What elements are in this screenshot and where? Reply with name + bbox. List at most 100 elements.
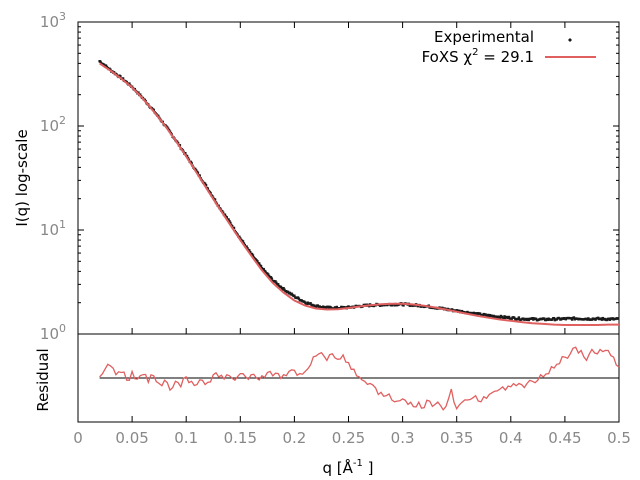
experimental-point: [245, 245, 248, 248]
experimental-point: [572, 316, 576, 319]
experimental-point: [260, 267, 264, 270]
y-tick-base: 10: [40, 13, 59, 31]
legend-foxs-suffix: = 29.1: [478, 48, 534, 66]
legend-foxs-prefix: FoXS χ: [422, 48, 473, 66]
x-tick-label: 0.45: [548, 429, 581, 447]
experimental-point: [552, 316, 556, 320]
foxs-fit-line: [99, 62, 619, 326]
residual-line: [99, 346, 620, 411]
x-tick-label: 0: [73, 429, 83, 447]
experimental-point: [542, 317, 546, 320]
experimental-point: [275, 281, 278, 284]
experimental-point: [206, 187, 210, 190]
y-tick-label: 101: [40, 218, 66, 239]
x-axis-label-tail: ]: [363, 459, 374, 477]
experimental-point: [258, 262, 261, 265]
experimental-point: [104, 64, 108, 67]
experimental-point: [460, 309, 464, 313]
experimental-point: [516, 317, 520, 321]
residual-y-axis-label: Residual: [34, 348, 52, 411]
experimental-point: [213, 198, 217, 201]
experimental-point: [309, 302, 312, 305]
experimental-point: [276, 283, 280, 286]
experimental-point: [280, 286, 283, 290]
residual-plot-series: [99, 346, 620, 411]
experimental-point: [608, 318, 612, 321]
experimental-point: [121, 77, 125, 80]
experimental-point: [184, 151, 187, 155]
experimental-point: [402, 304, 405, 307]
y-tick-exp: 3: [59, 10, 66, 23]
main-plot-series: [98, 60, 620, 326]
experimental-point: [531, 316, 534, 320]
experimental-point: [270, 277, 274, 280]
main-plot-frame: [77, 21, 620, 335]
experimental-point: [225, 216, 228, 219]
experimental-point: [259, 265, 263, 268]
experimental-point: [502, 316, 505, 319]
experimental-point: [450, 308, 454, 311]
experimental-point: [470, 311, 474, 315]
experimental-point: [102, 63, 106, 67]
experimental-point: [227, 218, 230, 221]
experimental-point: [250, 252, 254, 256]
y-tick-exp: 0: [59, 322, 66, 335]
experimental-point: [487, 313, 490, 317]
experimental-point: [267, 273, 270, 276]
experimental-point: [293, 294, 296, 297]
experimental-point: [475, 312, 478, 315]
experimental-point: [256, 260, 259, 263]
x-tick-label: 0.15: [224, 429, 257, 447]
x-tick-label: 0.25: [332, 429, 365, 447]
experimental-point: [492, 314, 495, 318]
experimental-point: [393, 304, 396, 307]
experimental-point: [551, 318, 554, 321]
x-tick-label: 0.1: [174, 429, 198, 447]
y-tick-base: 10: [40, 221, 59, 239]
x-axis: 0 0.05 0.1 0.15 0.2 0.25 0.3 0.35 0.4 0.45 0.5: [73, 22, 631, 447]
experimental-point: [286, 290, 290, 294]
y-tick-base: 10: [40, 117, 59, 135]
experimental-point: [269, 276, 273, 279]
experimental-point: [229, 221, 232, 225]
experimental-point: [228, 220, 231, 223]
x-tick-label: 0.05: [115, 429, 148, 447]
experimental-point: [128, 82, 131, 85]
experimental-point: [282, 286, 285, 290]
experimental-point: [274, 280, 277, 283]
experimental-point: [316, 304, 320, 307]
legend-label-experimental: Experimental: [434, 28, 534, 46]
experimental-point: [283, 288, 286, 291]
x-tick-label: 0.4: [499, 429, 523, 447]
x-tick-label: 0.35: [440, 429, 473, 447]
y-tick-exp: 2: [59, 114, 66, 127]
experimental-point: [196, 171, 200, 174]
experimental-point: [249, 250, 252, 254]
legend-label-foxs: FoXS χ2 = 29.1: [422, 47, 534, 66]
experimental-point: [190, 161, 193, 165]
experimental-point: [264, 270, 267, 273]
experimental-point: [570, 318, 574, 321]
experimental-point: [251, 254, 255, 257]
x-tick-label: 0.3: [391, 429, 415, 447]
y-tick-label: 102: [40, 114, 66, 135]
experimental-point: [507, 315, 511, 319]
experimental-point: [248, 249, 251, 252]
experimental-point: [458, 309, 461, 312]
experimental-point: [517, 316, 521, 319]
experimental-point: [534, 317, 538, 321]
experimental-point: [262, 267, 265, 271]
experimental-point: [487, 315, 491, 318]
experimental-point: [223, 213, 227, 216]
experimental-point: [335, 305, 338, 309]
legend: Experimental FoXS χ2 = 29.1: [422, 28, 596, 66]
y-tick-base: 10: [40, 325, 59, 343]
experimental-point: [297, 297, 301, 300]
experimental-point: [232, 226, 236, 230]
x-tick-label: 0.5: [607, 429, 631, 447]
experimental-point: [600, 318, 604, 321]
y-tick-exp: 1: [59, 218, 66, 231]
experimental-point: [241, 240, 245, 243]
